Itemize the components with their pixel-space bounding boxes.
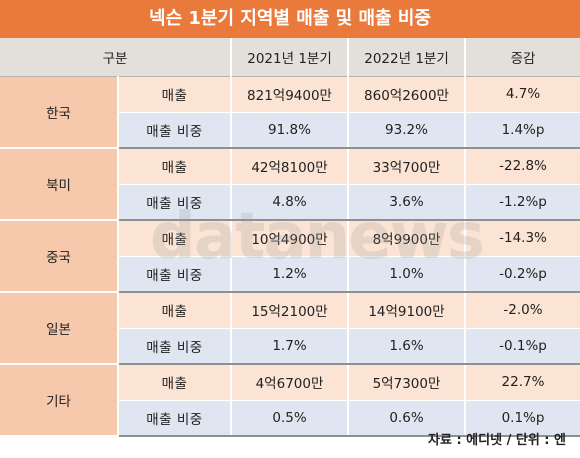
value-cell: 1.7% [230, 328, 348, 365]
change-cell: -0.1%p [464, 328, 580, 365]
value-cell: 8억9900만 [347, 220, 465, 257]
value-cell: 14억9100만 [347, 292, 465, 329]
value-cell: 1.0% [347, 256, 465, 293]
change-cell: -0.2%p [464, 256, 580, 293]
row-label: 매출 [118, 148, 231, 185]
header-change: 증감 [464, 38, 580, 77]
table-row: 매출 비중 4.8% 3.6% -1.2%p [0, 184, 580, 221]
row-label: 매출 비중 [118, 112, 231, 149]
table-row: 매출 비중 1.7% 1.6% -0.1%p [0, 328, 580, 365]
region-cell-north-america: 북미 [0, 148, 119, 221]
region-cell-other: 기타 [0, 364, 119, 437]
value-cell: 10억4900만 [230, 220, 348, 257]
row-label: 매출 비중 [118, 184, 231, 221]
header-row: 구분 2021년 1분기 2022년 1분기 증감 [0, 38, 580, 77]
change-cell: -2.0% [464, 292, 580, 329]
value-cell: 0.6% [347, 400, 465, 437]
row-label: 매출 비중 [118, 328, 231, 365]
header-category: 구분 [0, 38, 231, 77]
table-row: 기타 매출 4억6700만 5억7300만 22.7% [0, 364, 580, 437]
value-cell: 5억7300만 [347, 364, 465, 401]
value-cell: 1.6% [347, 328, 465, 365]
region-cell-china: 중국 [0, 220, 119, 293]
row-label: 매출 비중 [118, 400, 231, 437]
table-row: 북미 매출 42억8100만 33억700만 -22.8% [0, 148, 580, 221]
row-label: 매출 [118, 76, 231, 113]
row-label: 매출 [118, 220, 231, 257]
value-cell: 860억2600만 [347, 76, 465, 113]
row-label: 매출 [118, 292, 231, 329]
change-cell: 22.7% [464, 364, 580, 401]
value-cell: 821억9400만 [230, 76, 348, 113]
change-cell: -1.2%p [464, 184, 580, 221]
region-cell-korea: 한국 [0, 76, 119, 149]
table-title: 넥슨 1분기 지역별 매출 및 매출 비중 [0, 0, 580, 38]
value-cell: 33억700만 [347, 148, 465, 185]
table-row: 매출 비중 91.8% 93.2% 1.4%p [0, 112, 580, 149]
value-cell: 1.2% [230, 256, 348, 293]
change-cell: 1.4%p [464, 112, 580, 149]
change-cell: 0.1%p [464, 400, 580, 437]
value-cell: 4억6700만 [230, 364, 348, 401]
value-cell: 91.8% [230, 112, 348, 149]
row-label: 매출 비중 [118, 256, 231, 293]
value-cell: 0.5% [230, 400, 348, 437]
value-cell: 3.6% [347, 184, 465, 221]
change-cell: -22.8% [464, 148, 580, 185]
value-cell: 42억8100만 [230, 148, 348, 185]
table-row: 한국 매출 821억9400만 860억2600만 4.7% [0, 76, 580, 149]
table-row: 일본 매출 15억2100만 14억9100만 -2.0% [0, 292, 580, 365]
header-2022-q1: 2022년 1분기 [347, 38, 465, 77]
region-cell-japan: 일본 [0, 292, 119, 365]
source-note: 자료 : 에디넷 / 단위 : 엔 [428, 433, 566, 448]
row-label: 매출 [118, 364, 231, 401]
table-row: 중국 매출 10억4900만 8억9900만 -14.3% [0, 220, 580, 293]
regional-sales-table: 구분 2021년 1분기 2022년 1분기 증감 한국 매출 821억9400… [0, 38, 580, 437]
change-cell: -14.3% [464, 220, 580, 257]
header-2021-q1: 2021년 1분기 [230, 38, 348, 77]
value-cell: 93.2% [347, 112, 465, 149]
value-cell: 4.8% [230, 184, 348, 221]
change-cell: 4.7% [464, 76, 580, 113]
value-cell: 15억2100만 [230, 292, 348, 329]
table-row: 매출 비중 1.2% 1.0% -0.2%p [0, 256, 580, 293]
table-row: 매출 비중 0.5% 0.6% 0.1%p [0, 400, 580, 437]
